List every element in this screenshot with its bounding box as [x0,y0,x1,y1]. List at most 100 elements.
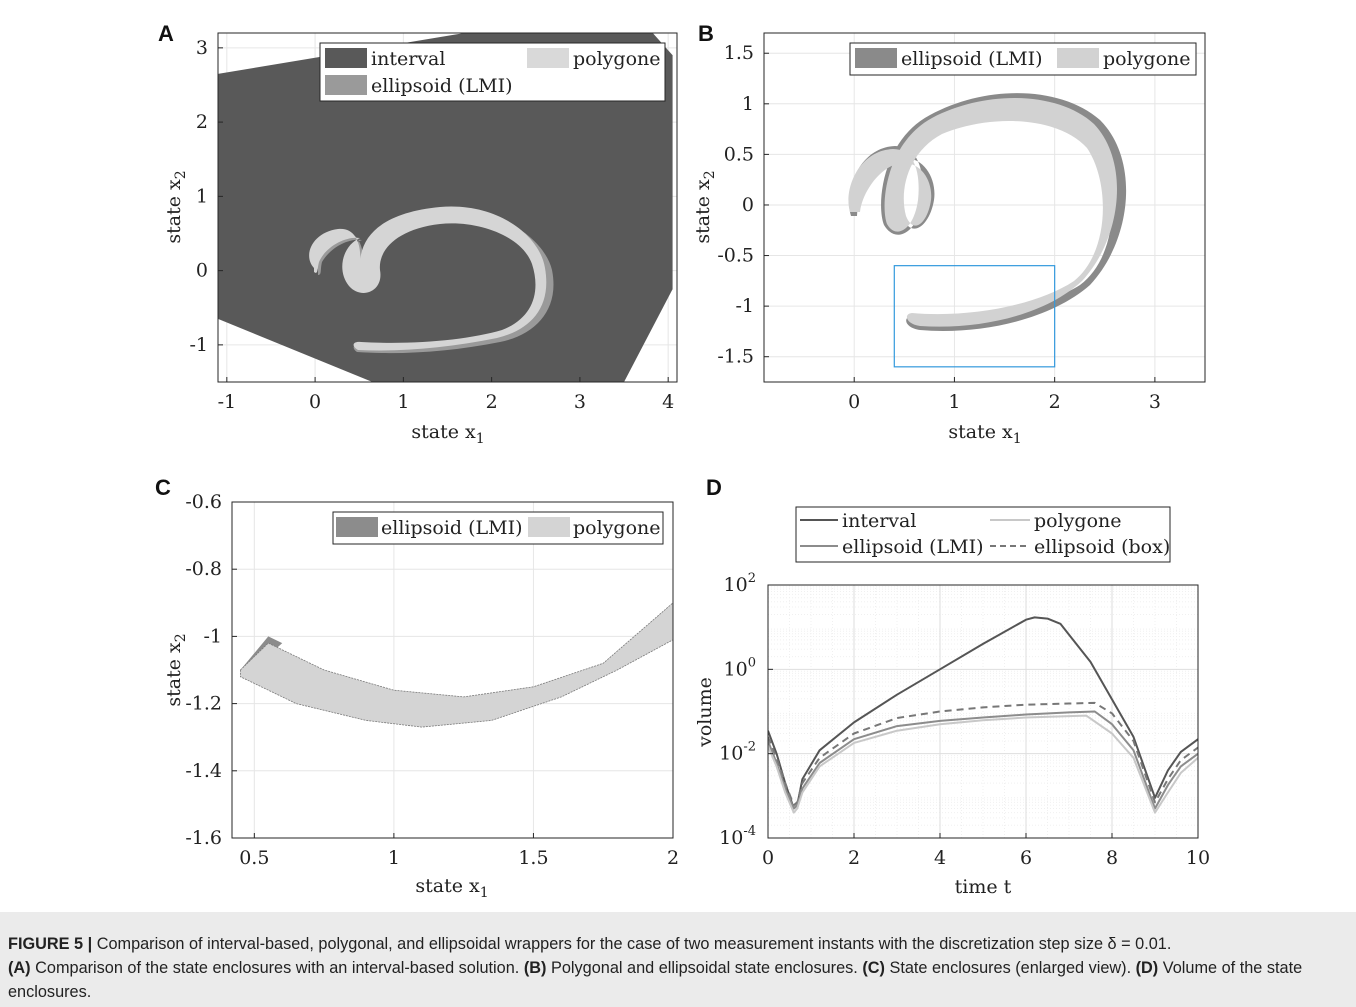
legend-label-polygone-c: polygone [573,517,661,539]
y-tick-label: -1 [735,295,754,317]
x-tick-label: 1 [948,391,960,413]
legend-label-ellipsoid-box: ellipsoid (box) [1034,536,1170,558]
y-tick-label: -1.4 [185,760,222,782]
legend-swatch-interval [325,48,367,68]
panel-letter-b: B [698,21,714,46]
caption-part-d-text: Volume of the state enclosures. [8,959,1303,1001]
y-tick-label: 0 [196,260,208,282]
legend-label-polygone-d: polygone [1034,510,1122,532]
y-axis-label-d: volume [694,677,716,748]
panel-c: C 0.5 1 1.5 2 -0.6 -0.8 -1 -1.2 -1.4 -1.6 state x… [155,475,679,901]
x-tick-label: 2 [1049,391,1061,413]
x-tick-label: 4 [934,847,946,869]
panel-a: A -1 0 1 2 3 4 -1 0 1 2 3 state x1 state x2 interv… [158,21,678,447]
legend-label-polygone-b: polygone [1103,48,1191,70]
legend-box-a [319,42,666,102]
legend-swatch-polygone-b [1057,48,1099,68]
figure-5: A -1 0 1 2 3 4 -1 0 1 2 3 state x1 state x2 interv… [155,21,1210,901]
legend-label-ellipsoid-b: ellipsoid (LMI) [901,48,1043,70]
figure-caption: FIGURE 5 | Comparison of interval-based,… [0,912,1356,1007]
x-tick-label: 10 [1186,847,1210,869]
x-tick-label: 1 [397,391,409,413]
x-axis-label-c: state x1 [415,875,488,901]
x-tick-label: 4 [662,391,674,413]
y-tick-label: 1.5 [724,42,754,64]
legend-box-b [849,42,1197,76]
panel-letter-d: D [706,475,722,500]
legend-b: ellipsoid (LMI) polygone [849,42,1197,76]
x-tick-label: 0 [309,391,321,413]
x-tick-label: 2 [667,847,679,869]
series-line-polygone [768,714,1198,814]
axes-box-b [763,32,1206,383]
x-tick-label: -1 [218,391,237,413]
y-tick-label: -0.6 [185,491,222,513]
legend-label-interval-d: interval [842,510,916,532]
legend-box-c [332,511,664,545]
y-tick-label: -1 [203,625,222,647]
caption-part-a-text: Comparison of the state enclosures with … [30,959,524,977]
y-tick-label: 0 [742,194,754,216]
x-tick-label: 2 [486,391,498,413]
spiral-a [309,206,554,354]
y-tick-label: -0.8 [185,558,222,580]
x-axis-label-b: state x1 [948,421,1021,447]
legend-label-ellipsoid-c: ellipsoid (LMI) [381,517,523,539]
y-tick-label: 10-4 [719,824,756,849]
x-tick-label: 6 [1020,847,1032,869]
legend-d: interval polygone ellipsoid (LMI) ellips… [795,506,1171,563]
ticks-b: 0 1 2 3 1.5 1 0.5 0 -0.5 -1 -1.5 [717,42,1161,413]
caption-part-b-text: Polygonal and ellipsoidal state enclosur… [546,959,863,977]
x-axis-label-d: time t [955,876,1012,898]
y-tick-label: -1.5 [717,346,754,368]
y-axis-label-c: state x2 [163,633,189,706]
panel-letter-c: C [155,475,171,500]
y-tick-label: 1 [742,93,754,115]
x-axis-label-a: state x1 [411,421,484,447]
x-tick-label: 8 [1106,847,1118,869]
legend-swatch-polygone-c [528,517,570,537]
x-tick-label: 0 [848,391,860,413]
caption-part-b-label: (B) [523,959,547,977]
x-tick-label: 3 [574,391,586,413]
panel-d: D 0 2 4 6 8 10 102 100 10-2 10-4 time t volume in… [694,475,1210,898]
legend-label-polygone: polygone [573,48,661,70]
y-tick-label: 10-2 [719,740,756,765]
legend-label-ellipsoid-lmi: ellipsoid (LMI) [842,536,984,558]
legend-c: ellipsoid (LMI) polygone [332,511,664,545]
caption-part-c-label: (C) [862,959,885,977]
x-tick-label: 0 [762,847,774,869]
y-tick-label: -1 [189,334,208,356]
legend-label-ellipsoid: ellipsoid (LMI) [371,75,513,97]
legend-swatch-ellipsoid [325,75,367,95]
polygon-enclosure-b [848,98,1117,327]
zoom-region-box [893,265,1056,368]
caption-text: Comparison of interval-based, polygonal,… [92,935,1172,953]
legend-box-d [795,506,1171,563]
legend-swatch-ellipsoid-c [336,517,378,537]
x-tick-label: 2 [848,847,860,869]
x-tick-label: 3 [1149,391,1161,413]
legend-label-interval: interval [371,48,445,70]
y-axis-label-b: state x2 [692,170,718,243]
legend-swatch-polygone [527,48,569,68]
y-tick-label: 2 [196,111,208,133]
y-axis-label-a: state x2 [163,170,189,243]
lines-d [768,616,1198,814]
polygon-enclosure-a [309,206,547,351]
y-tick-label: 1 [196,185,208,207]
x-tick-label: 0.5 [239,847,269,869]
ticks-c: 0.5 1 1.5 2 -0.6 -0.8 -1 -1.2 -1.4 -1.6 [185,491,679,869]
axes-box-d [767,584,1199,839]
series-line-ellipsoid-box [768,701,1198,807]
y-tick-label: -0.5 [717,245,754,267]
legend-swatch-ellipsoid-b [855,48,897,68]
x-tick-label: 1 [388,847,400,869]
caption-part-c-text: State enclosures (enlarged view). [884,959,1136,977]
caption-label: FIGURE 5 | [8,935,93,953]
y-tick-label: 100 [724,655,756,680]
caption-part-d-label: (D) [1135,959,1159,977]
panel-letter-a: A [158,21,174,46]
ticks-a: -1 0 1 2 3 4 -1 0 1 2 3 [189,37,674,413]
plot-area-b [764,33,1205,382]
